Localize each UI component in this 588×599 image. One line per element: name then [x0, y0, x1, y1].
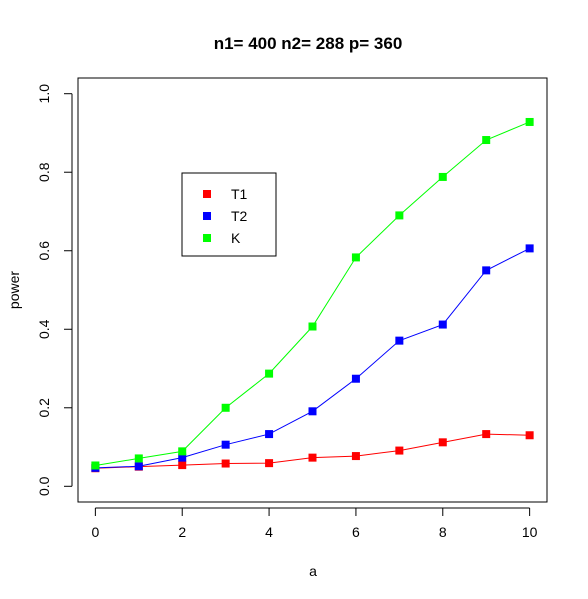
data-point-t2: [438, 320, 447, 329]
data-point-t1: [265, 459, 274, 468]
data-point-t2: [221, 440, 230, 449]
series-line-t2: [95, 247, 530, 469]
legend-label-t2: T2: [231, 208, 248, 224]
data-point-t1: [525, 431, 534, 440]
data-point-k: [438, 172, 447, 181]
y-tick-label: 0.2: [36, 398, 52, 418]
data-point-t1: [438, 438, 447, 447]
data-point-t1: [308, 453, 317, 462]
data-point-t2: [482, 266, 491, 275]
data-point-t1: [395, 446, 404, 455]
data-point-k: [395, 211, 404, 220]
x-tick-label: 6: [352, 524, 360, 540]
data-point-t2: [525, 244, 534, 253]
data-point-t2: [265, 430, 274, 439]
x-tick-label: 2: [178, 524, 186, 540]
data-point-t1: [482, 430, 491, 439]
plot-frame: [77, 77, 548, 503]
data-point-k: [351, 253, 360, 262]
data-point-k: [178, 447, 187, 456]
x-tick-label: 0: [91, 524, 99, 540]
legend-marker-t1: [203, 190, 211, 198]
legend-label-t1: T1: [231, 186, 248, 202]
data-point-t2: [351, 374, 360, 383]
data-point-k: [482, 136, 491, 145]
y-tick-label: 1.0: [36, 84, 52, 104]
legend-label-k: K: [231, 230, 241, 246]
series-layer: [91, 117, 534, 473]
y-tick-label: 0.4: [36, 319, 52, 339]
data-point-t2: [134, 462, 143, 471]
x-tick-label: 4: [265, 524, 273, 540]
data-point-k: [265, 369, 274, 378]
data-point-k: [91, 461, 100, 470]
chart-title: n1= 400 n2= 288 p= 360: [214, 34, 403, 53]
legend-marker-k: [203, 234, 211, 242]
data-point-k: [134, 454, 143, 463]
data-point-t2: [395, 336, 404, 345]
data-point-t2: [178, 453, 187, 462]
legend-box: [181, 172, 277, 257]
y-tick-label: 0.8: [36, 162, 52, 182]
legend: T1 T2 K: [181, 172, 277, 257]
y-tick-label: 0.6: [36, 241, 52, 261]
data-point-t1: [178, 461, 187, 470]
x-tick-label: 10: [522, 524, 538, 540]
data-point-t1: [351, 452, 360, 461]
x-tick-label: 8: [439, 524, 447, 540]
data-point-k: [525, 117, 534, 126]
y-tick-label: 0.0: [36, 476, 52, 496]
y-axis-label: power: [6, 271, 22, 309]
data-point-t2: [308, 407, 317, 416]
data-point-k: [308, 322, 317, 331]
data-point-t1: [221, 459, 230, 468]
x-axis-label: a: [309, 563, 317, 579]
legend-marker-t2: [203, 212, 211, 220]
series-line-t1: [95, 433, 530, 469]
data-point-k: [221, 403, 230, 412]
axis-layer: 0 2 4 6 8 10 0.0 0.2 0.4 0.6 0.8 1.0: [36, 84, 538, 540]
